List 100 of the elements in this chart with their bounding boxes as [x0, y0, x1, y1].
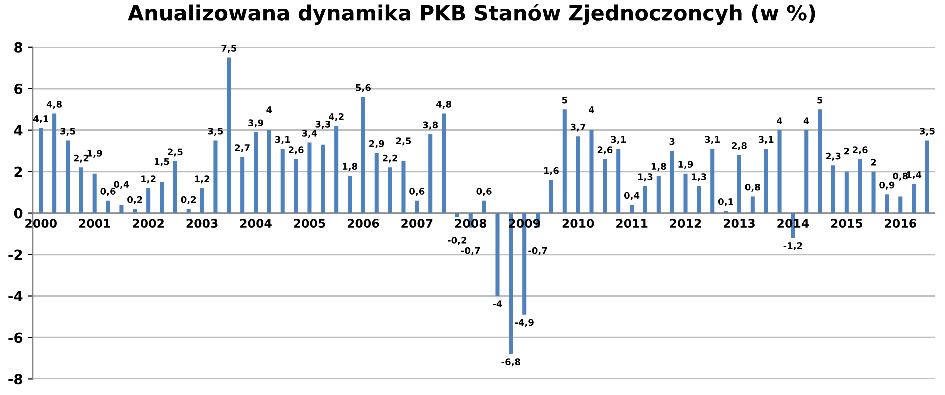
bar: [39, 128, 44, 214]
bar: [872, 172, 876, 214]
y-tick-label: 6: [14, 84, 23, 94]
y-tick-label: 8: [14, 42, 22, 53]
data-label: 1,8: [652, 163, 666, 172]
bar: [388, 168, 392, 214]
data-label: 2,6: [289, 146, 304, 155]
data-label: 3,5: [60, 128, 76, 136]
x-tick-label: 2011: [616, 219, 648, 228]
bar: [146, 188, 151, 214]
bar: [173, 161, 178, 214]
data-label: 2,2: [74, 154, 89, 163]
bar: [294, 159, 298, 214]
data-label: 2,9: [370, 140, 384, 148]
x-tick-label: 2006: [348, 219, 380, 228]
bar: [697, 186, 702, 214]
data-label: 2: [844, 148, 850, 155]
data-label: 3,5: [208, 128, 224, 136]
data-label: 4: [589, 106, 594, 114]
data-label: 0,4: [624, 192, 640, 200]
data-label: 0,1: [718, 198, 734, 206]
bar: [804, 130, 809, 214]
bar: [885, 194, 890, 214]
bar: [267, 130, 272, 214]
bar: [670, 151, 674, 214]
bar: [750, 196, 755, 214]
data-label: 0,8: [893, 172, 908, 181]
bar: [214, 140, 218, 214]
y-tick-label: -6: [8, 332, 23, 344]
bar: [482, 200, 486, 214]
y-tick-label: -8: [8, 374, 22, 385]
data-label: 1,5: [155, 158, 170, 166]
data-label: 3,1: [705, 136, 720, 144]
data-label: 0,8: [745, 184, 760, 192]
data-label: -0,7: [462, 247, 480, 256]
data-label: 0,2: [181, 196, 196, 204]
bar: [66, 140, 70, 214]
bar: [254, 132, 258, 214]
bar: [925, 140, 930, 214]
data-label: 5,6: [356, 84, 371, 92]
x-tick-label: 2003: [186, 219, 218, 228]
x-tick-label: 2010: [562, 219, 594, 228]
x-tick-label: 2001: [79, 219, 110, 228]
bar: [280, 149, 285, 214]
data-label: 0,4: [114, 181, 130, 190]
data-label: 2,5: [396, 138, 412, 146]
bar: [402, 161, 406, 214]
bar: [576, 136, 580, 214]
data-label: 0,6: [100, 188, 116, 196]
data-label: 1,3: [692, 174, 706, 182]
x-tick-label: 2015: [831, 219, 863, 228]
chart-title: Anualizowana dynamika PKB Stanów Zjednoczoncyh (w %): [128, 4, 816, 26]
data-label: 3,7: [570, 124, 586, 132]
data-label: 0,2: [128, 196, 142, 204]
data-label: 4,8: [46, 101, 62, 109]
data-label: 1,2: [195, 176, 210, 184]
data-label: 2,6: [853, 146, 868, 155]
bar: [348, 176, 352, 214]
data-label: 4,1: [34, 116, 49, 124]
data-label: -4,9: [515, 319, 534, 328]
bar: [603, 159, 608, 214]
bar: [428, 134, 433, 214]
data-label: 1,9: [88, 150, 102, 158]
bar: [898, 196, 903, 214]
bar: [630, 205, 634, 214]
data-label: 1,8: [343, 163, 358, 172]
data-label: 0,6: [410, 188, 425, 196]
y-tick-label: 4: [14, 126, 23, 136]
bar: [844, 172, 849, 214]
bar: [455, 213, 460, 218]
bar: [240, 157, 245, 214]
data-label: 3,3: [316, 121, 330, 129]
bar: [415, 200, 420, 214]
data-label: 3,9: [248, 120, 264, 128]
data-label: 1,3: [638, 174, 653, 182]
data-label: 4: [266, 106, 272, 114]
data-label: -0,7: [528, 247, 548, 256]
bar: [160, 182, 164, 214]
bar: [200, 188, 204, 214]
data-label: 4,2: [328, 113, 344, 122]
data-label: 5: [818, 96, 823, 104]
bar: [912, 184, 916, 214]
y-tick-label: -2: [8, 250, 22, 260]
data-label: 2: [871, 159, 876, 166]
data-label: -0,2: [448, 237, 467, 246]
bar: [858, 159, 862, 214]
bar: [106, 200, 110, 214]
bar: [818, 110, 822, 214]
bar: [643, 186, 648, 214]
bar: [227, 58, 232, 214]
bar: [549, 180, 554, 214]
bar: [831, 166, 836, 214]
data-label: 1,9: [678, 161, 694, 170]
data-label: 4,8: [436, 101, 452, 109]
bar: [120, 205, 124, 214]
data-label: 2,3: [826, 152, 841, 161]
bar: [778, 130, 782, 214]
data-label: 2,8: [732, 142, 747, 150]
bar: [334, 126, 339, 214]
data-label: 3: [670, 138, 675, 146]
